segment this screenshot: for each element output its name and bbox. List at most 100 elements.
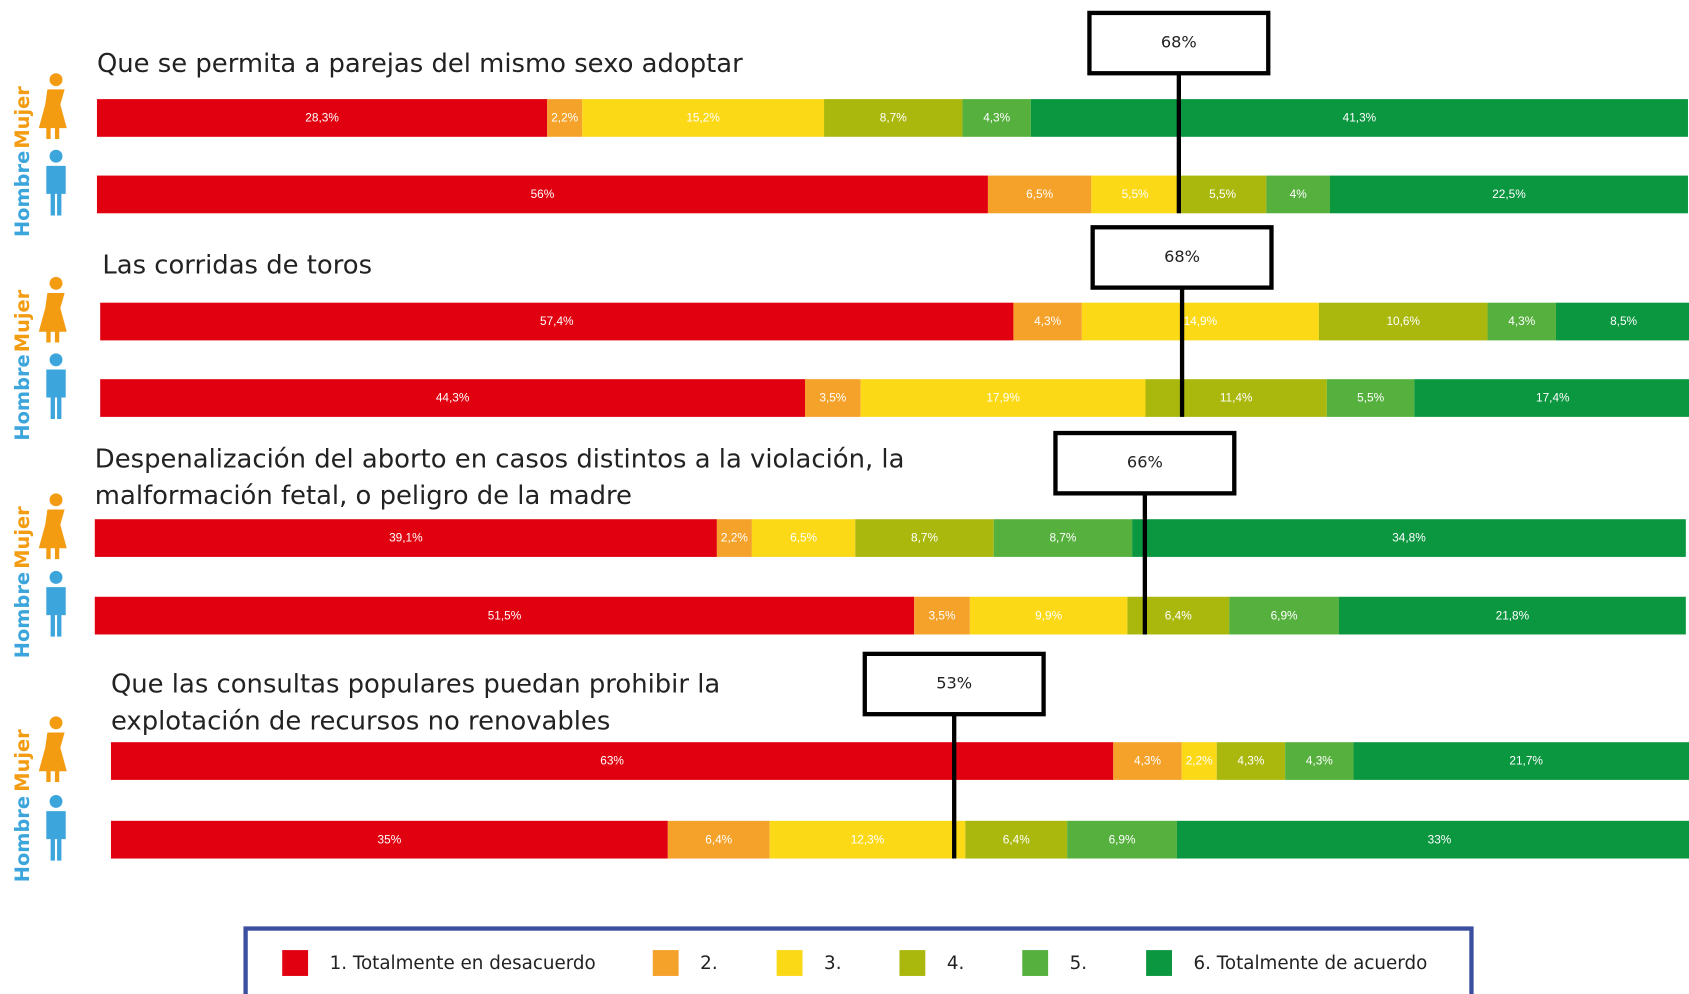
bar-segment-label: 6,4% [1003,832,1030,846]
bar-segment-label: 4,3% [1237,754,1264,768]
bar-segment [716,519,752,557]
bar-segment [969,596,1128,635]
bar-segment [1318,302,1488,341]
reference-label: 53% [936,674,972,693]
bar-segment-label: 4% [1290,187,1308,201]
bar-segment-label: 41,3% [1343,111,1377,125]
bar-segment [1329,175,1688,214]
bar-segment [914,596,970,635]
bar-segment [1353,742,1689,780]
bar-segment [1013,302,1082,341]
bar-segment-label: 5,5% [1122,187,1149,201]
bar-segment [94,596,915,635]
bar-segment-label: 57,4% [540,314,574,328]
bar-segment-label: 6,4% [1165,608,1192,622]
chart-body: Que se permita a parejas del mismo sexo … [11,10,1689,994]
bar-segment-label: 9,9% [1035,608,1062,622]
legend-label: 2. [700,953,717,974]
chart-title-box: Que las consultas populares puedan prohi… [110,668,721,736]
reference-box [1087,10,1271,76]
bar-segment [1132,519,1686,557]
chart-title: Que las consultas populares puedan prohi… [110,668,721,736]
bar-segment [769,820,966,859]
bar-segment-label: 8,7% [1049,531,1076,545]
legend-label: 4. [947,953,964,974]
bar-segment-label: 14,9% [1184,314,1218,328]
legend-label: 5. [1070,953,1087,974]
legend-swatch [282,950,309,976]
person-icon [49,276,63,290]
bar-segment-label: 6,5% [1026,187,1053,201]
chart-title: Que se permita a parejas del mismo sexo … [96,48,743,79]
bar-segment [110,742,1114,780]
reference-label: 66% [1127,453,1163,472]
legend-swatch [776,950,803,976]
legend-swatch [1022,950,1049,976]
bar-segment-label: 2,2% [721,531,748,545]
bar-segment [1555,302,1689,341]
series-label: Hombre [11,354,34,440]
bar-segment [962,99,1031,137]
legend-label: 3. [824,953,841,974]
series-label: Hombre [11,572,34,658]
bar-segment-label: 5,5% [1357,391,1384,405]
bar-segment [1181,742,1217,780]
bar-segment-label: 33% [1428,832,1452,846]
bar-segment-label: 4,3% [1508,314,1535,328]
person-icon [49,353,63,367]
bar-segment [1091,175,1179,214]
bar-segment [855,519,994,557]
bar-segment-label: 39,1% [389,531,423,545]
bar-segment [1081,302,1319,341]
bar-segment [100,302,1014,341]
bar-segment-label: 4,3% [983,111,1010,125]
legend-label: 1. Totalmente en desacuerdo [330,953,596,974]
bar-segment-label: 3,5% [929,608,956,622]
reference-label: 68% [1164,247,1200,266]
bar-segment [1067,820,1177,859]
bar-segment [824,99,963,137]
person-icon [49,149,63,163]
bar-segment-label: 17,4% [1536,391,1570,405]
bar-segment-label: 21,7% [1509,754,1543,768]
bar-segment-label: 6,5% [790,531,817,545]
bar-segment [667,820,770,859]
reference-box [1090,225,1274,290]
person-icon [38,292,67,343]
bar-segment [1285,742,1354,780]
bar-segment-label: 6,9% [1271,608,1298,622]
series-label: Hombre [11,796,34,882]
bar-segment [1414,379,1689,417]
legend-swatch [1146,950,1172,976]
person-icon [46,811,66,861]
chart-title-box: Las corridas de toros [102,249,373,281]
chart-title-box: Despenalización del aborto en casos dist… [94,443,905,511]
chart-title: Las corridas de toros [102,249,373,281]
bar-segment-label: 8,7% [880,111,907,125]
bar-segment-label: 44,3% [436,391,470,405]
bar-segment [1229,596,1339,635]
bar-segment [805,379,861,417]
chart-title: Despenalización del aborto en casos dist… [94,443,905,511]
bar-segment-label: 5,5% [1209,187,1236,201]
series-label: Hombre [11,151,34,237]
bar-segment-label: 51,5% [488,608,522,622]
bar-segment-label: 8,5% [1610,314,1637,328]
bar-segment [547,99,583,137]
bar-segment-label: 28,3% [305,111,339,125]
series-label: Mujer [11,506,34,569]
bar-segment [582,99,825,137]
bar-segment-label: 2,2% [1186,754,1213,768]
bar-segment-label: 4,3% [1134,754,1161,768]
bar-segment [1145,379,1327,417]
bar-segment-label: 3,5% [819,391,846,405]
bar-segment-label: 6,9% [1109,832,1136,846]
person-icon [38,509,67,560]
bar-segment [1030,99,1688,137]
series-label: Mujer [11,729,34,792]
bar-segment-label: 56% [531,187,555,201]
bar-segment-label: 4,3% [1034,314,1061,328]
bar-segment [987,175,1092,214]
bar-segment [110,820,668,859]
